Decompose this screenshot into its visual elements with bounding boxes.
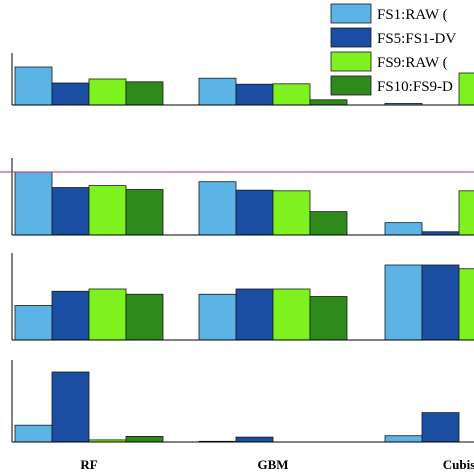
- legend: FS1:RAW ( FS5:FS1-DV FS9:RAW ( FS10:FS9-D: [330, 3, 456, 96]
- bar-rf-s4-p4: [125, 435, 164, 443]
- bar-cubis-s3-p2: [458, 190, 474, 236]
- x-tick-label: GBM: [257, 457, 288, 472]
- bar-rf-s3-p3: [88, 288, 127, 341]
- bar-rf-s3-p2: [88, 185, 127, 236]
- bar-gbm-s2-p1: [235, 83, 274, 106]
- bar-rf-s2-p2: [51, 187, 90, 236]
- bar-gbm-s2-p2: [235, 189, 274, 236]
- x-tick-label: RF: [80, 457, 97, 472]
- bar-gbm-s4-p3: [309, 296, 348, 341]
- legend-label-2: FS5:FS1-DV: [377, 31, 456, 47]
- bar-gbm-s1-p2: [198, 181, 237, 236]
- bar-gbm-s2-p3: [235, 288, 274, 341]
- bar-rf-s1-p1: [14, 66, 53, 106]
- bar-rf-s2-p3: [51, 290, 90, 341]
- bar-cubis-s2-p4: [421, 412, 460, 443]
- legend-swatch-2: [330, 27, 372, 48]
- legend-label-3: FS9:RAW (: [377, 55, 448, 71]
- legend-swatch-3: [330, 51, 372, 72]
- bar-rf-s2-p4: [51, 371, 90, 443]
- legend-swatch-1: [330, 3, 372, 24]
- panel-4: [11, 360, 474, 443]
- legend-label-1: FS1:RAW (: [377, 7, 448, 23]
- bar-rf-s3-p1: [88, 78, 127, 106]
- bar-cubis-s1-p4: [384, 435, 423, 443]
- bar-gbm-s4-p1: [309, 99, 348, 106]
- bar-cubis-s1-p3: [384, 264, 423, 341]
- legend-swatch-4: [330, 75, 372, 96]
- bar-gbm-s1-p3: [198, 293, 237, 341]
- bar-cubis-s2-p3: [421, 264, 460, 341]
- panel-1: [11, 53, 474, 106]
- bar-gbm-s2-p4: [235, 436, 274, 443]
- bar-rf-s4-p3: [125, 293, 164, 341]
- bar-rf-s4-p1: [125, 81, 164, 106]
- bar-cubis-s1-p2: [384, 222, 423, 236]
- bar-rf-s1-p2: [14, 171, 53, 236]
- bar-rf-s4-p2: [125, 189, 164, 236]
- panel-3: [11, 253, 474, 341]
- x-tick-labels: RF GBM Cubis: [80, 457, 474, 472]
- bar-cubis-s3-p3: [458, 268, 474, 341]
- bar-gbm-s3-p1: [272, 83, 311, 106]
- bar-gbm-s4-p2: [309, 211, 348, 236]
- legend-label-4: FS10:FS9-D: [377, 79, 453, 95]
- bar-cubis-s3-p1: [458, 72, 474, 106]
- bar-rf-s2-p1: [51, 82, 90, 106]
- bar-rf-s1-p4: [14, 424, 53, 443]
- x-tick-label: Cubis: [443, 457, 474, 472]
- bar-gbm-s3-p3: [272, 288, 311, 341]
- chart-panels: [11, 53, 474, 443]
- bar-rf-s1-p3: [14, 305, 53, 341]
- bar-gbm-s3-p2: [272, 190, 311, 236]
- bar-gbm-s1-p1: [198, 77, 237, 106]
- panel-2: [11, 158, 474, 236]
